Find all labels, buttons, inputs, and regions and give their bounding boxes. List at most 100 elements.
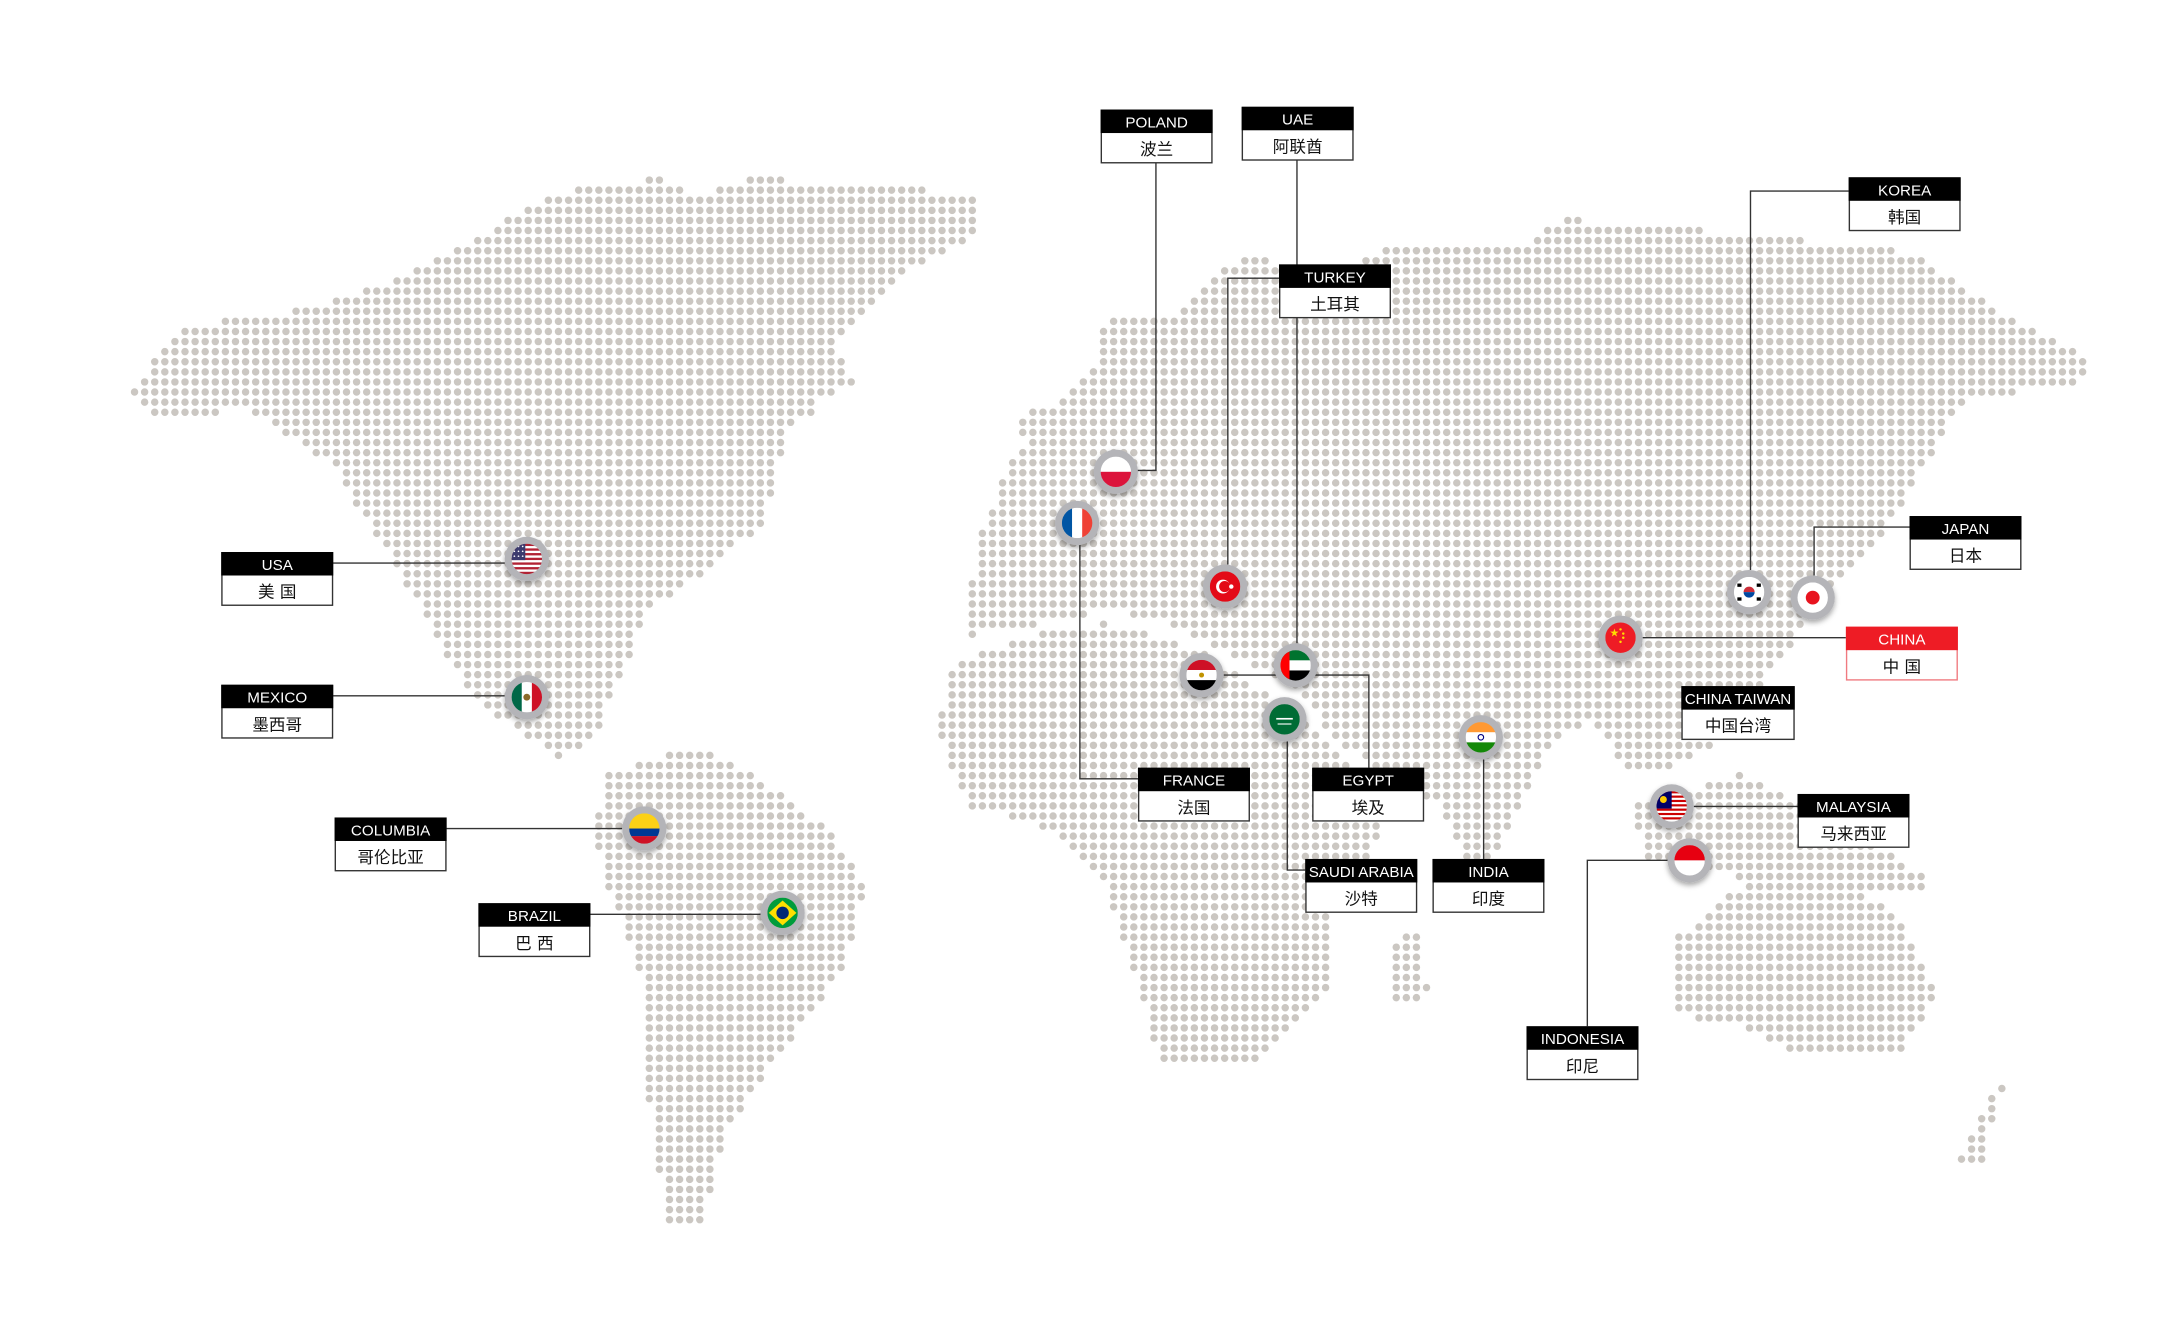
land-dot [786, 388, 795, 396]
land-dot [494, 388, 502, 396]
land-dot [1654, 378, 1663, 386]
land-dot [1654, 539, 1663, 548]
land-dot [413, 378, 421, 386]
land-dot [1109, 398, 1118, 406]
land-dot [1493, 378, 1501, 386]
land-dot [564, 489, 573, 497]
land-dot [1442, 408, 1451, 416]
land-dot [1826, 277, 1835, 285]
land-dot [605, 277, 613, 285]
land-dot [524, 246, 532, 255]
land-dot [1372, 539, 1380, 548]
land-dot [1574, 246, 1582, 255]
land-dot [645, 206, 654, 215]
land-dot [282, 408, 290, 416]
land-dot [1695, 509, 1703, 517]
land-dot [1382, 569, 1390, 578]
land-dot [585, 236, 593, 245]
land-dot [463, 277, 472, 285]
land-dot [484, 428, 492, 437]
land-dot [998, 549, 1007, 558]
land-dot [1856, 549, 1865, 558]
land-dot [1271, 509, 1279, 517]
land-dot [716, 418, 724, 427]
land-dot [1665, 448, 1673, 457]
land-dot [373, 509, 381, 517]
land-dot [1513, 277, 1522, 285]
land-dot [1877, 408, 1885, 416]
land-dot [231, 317, 240, 326]
land-dot [1392, 257, 1400, 265]
land-dot [473, 236, 482, 245]
land-dot [453, 378, 462, 386]
land-dot [1493, 347, 1501, 356]
land-dot [393, 519, 401, 527]
land-dot [706, 307, 714, 316]
land-dot [1049, 489, 1057, 497]
land-dot [1503, 317, 1512, 326]
land-dot [1402, 287, 1411, 295]
land-dot [1796, 388, 1804, 396]
land-dot [1008, 529, 1017, 538]
land-dot [766, 458, 775, 467]
land-dot [1917, 337, 1925, 346]
land-dot [1796, 469, 1804, 477]
land-dot [413, 418, 421, 427]
land-dot [756, 317, 765, 326]
land-dot [1776, 358, 1784, 366]
land-dot [1927, 347, 1935, 356]
land-dot [1291, 368, 1300, 376]
land-dot [1604, 236, 1612, 245]
land-dot [484, 469, 492, 477]
land-dot [2018, 378, 2026, 386]
land-dot [645, 388, 654, 396]
land-dot [1200, 398, 1209, 406]
land-dot [1856, 388, 1865, 396]
land-dot [494, 226, 502, 235]
land-dot [645, 176, 654, 184]
land-dot [1947, 277, 1956, 285]
land-dot [1059, 539, 1067, 548]
land-dot [1130, 358, 1138, 366]
land-dot [1473, 327, 1481, 336]
land-dot [635, 489, 643, 497]
land-dot [1130, 368, 1138, 376]
land-dot [665, 559, 674, 568]
land-dot [1927, 337, 1935, 346]
land-dot [1634, 438, 1643, 447]
land-dot [1392, 509, 1400, 517]
land-dot [585, 408, 593, 416]
land-dot [463, 479, 472, 487]
land-dot [786, 307, 795, 316]
land-dot [1392, 368, 1400, 376]
land-dot [423, 327, 431, 336]
land-dot [716, 448, 724, 457]
land-dot [696, 206, 704, 215]
land-dot [1816, 297, 1824, 305]
land-dot [373, 448, 381, 457]
land-dot [756, 246, 765, 255]
land-dot [605, 267, 613, 275]
land-dot [1089, 580, 1098, 588]
land-dot [1887, 277, 1895, 285]
land-dot [1806, 499, 1814, 507]
land-dot [877, 277, 886, 285]
land-dot [1352, 529, 1360, 538]
land-dot [665, 347, 674, 356]
land-dot [1281, 398, 1289, 406]
land-dot [1836, 539, 1845, 548]
land-dot [655, 287, 664, 295]
land-dot [1231, 408, 1239, 416]
land-dot [1311, 378, 1320, 386]
land-dot [1755, 458, 1764, 467]
land-dot [706, 438, 714, 447]
land-dot [1432, 317, 1441, 326]
land-dot [685, 196, 694, 204]
land-dot [1927, 368, 1935, 376]
land-dot [1786, 408, 1794, 416]
land-dot [1877, 307, 1885, 316]
land-dot [1675, 428, 1683, 437]
land-dot [1554, 307, 1562, 316]
land-dot [1715, 317, 1723, 326]
land-dot [1210, 317, 1219, 326]
